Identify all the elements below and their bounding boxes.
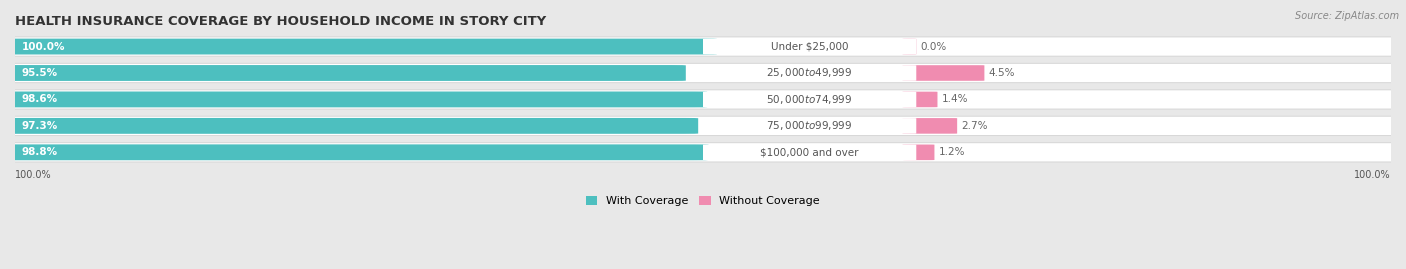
Text: 1.4%: 1.4% — [942, 94, 969, 104]
Text: $75,000 to $99,999: $75,000 to $99,999 — [766, 119, 853, 132]
Text: 4.5%: 4.5% — [988, 68, 1015, 78]
FancyBboxPatch shape — [703, 118, 917, 134]
FancyBboxPatch shape — [703, 144, 917, 160]
Text: $100,000 and over: $100,000 and over — [761, 147, 859, 157]
FancyBboxPatch shape — [1, 118, 699, 134]
FancyBboxPatch shape — [903, 118, 957, 134]
FancyBboxPatch shape — [903, 65, 984, 81]
FancyBboxPatch shape — [0, 37, 1406, 56]
Text: 0.0%: 0.0% — [921, 41, 946, 52]
Text: 100.0%: 100.0% — [22, 41, 66, 52]
Text: 100.0%: 100.0% — [1354, 170, 1391, 180]
Text: 97.3%: 97.3% — [22, 121, 58, 131]
FancyBboxPatch shape — [903, 144, 935, 160]
FancyBboxPatch shape — [0, 89, 1406, 109]
Text: 100.0%: 100.0% — [15, 170, 52, 180]
FancyBboxPatch shape — [703, 39, 917, 54]
Text: 98.8%: 98.8% — [22, 147, 58, 157]
Text: Source: ZipAtlas.com: Source: ZipAtlas.com — [1295, 11, 1399, 21]
FancyBboxPatch shape — [703, 65, 917, 81]
Text: 98.6%: 98.6% — [22, 94, 58, 104]
Text: $25,000 to $49,999: $25,000 to $49,999 — [766, 66, 853, 80]
Text: 1.2%: 1.2% — [939, 147, 965, 157]
Text: $50,000 to $74,999: $50,000 to $74,999 — [766, 93, 853, 106]
Legend: With Coverage, Without Coverage: With Coverage, Without Coverage — [586, 196, 820, 206]
FancyBboxPatch shape — [0, 90, 1406, 109]
FancyBboxPatch shape — [0, 142, 1406, 162]
FancyBboxPatch shape — [1, 39, 717, 55]
Text: HEALTH INSURANCE COVERAGE BY HOUSEHOLD INCOME IN STORY CITY: HEALTH INSURANCE COVERAGE BY HOUSEHOLD I… — [15, 15, 547, 28]
Text: 95.5%: 95.5% — [22, 68, 58, 78]
FancyBboxPatch shape — [1, 144, 709, 160]
FancyBboxPatch shape — [0, 143, 1406, 161]
FancyBboxPatch shape — [0, 117, 1406, 135]
FancyBboxPatch shape — [0, 64, 1406, 82]
FancyBboxPatch shape — [1, 65, 686, 81]
FancyBboxPatch shape — [0, 116, 1406, 136]
FancyBboxPatch shape — [0, 63, 1406, 83]
Text: Under $25,000: Under $25,000 — [770, 41, 848, 52]
FancyBboxPatch shape — [903, 92, 938, 107]
FancyBboxPatch shape — [0, 36, 1406, 57]
FancyBboxPatch shape — [703, 92, 917, 107]
Text: 2.7%: 2.7% — [962, 121, 988, 131]
FancyBboxPatch shape — [903, 39, 917, 54]
FancyBboxPatch shape — [1, 91, 707, 107]
